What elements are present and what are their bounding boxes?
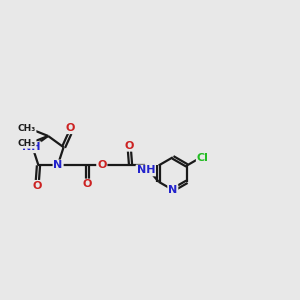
Text: N: N [168, 185, 177, 195]
Text: O: O [33, 181, 42, 191]
Text: O: O [82, 179, 92, 190]
Text: O: O [66, 123, 75, 133]
Text: O: O [125, 141, 134, 151]
Text: N: N [53, 160, 63, 170]
Text: CH₃: CH₃ [17, 139, 36, 148]
Text: CH₃: CH₃ [17, 124, 36, 133]
Text: NH: NH [136, 165, 155, 176]
Text: NH: NH [22, 142, 41, 152]
Text: Cl: Cl [197, 153, 208, 163]
Text: O: O [97, 160, 106, 170]
